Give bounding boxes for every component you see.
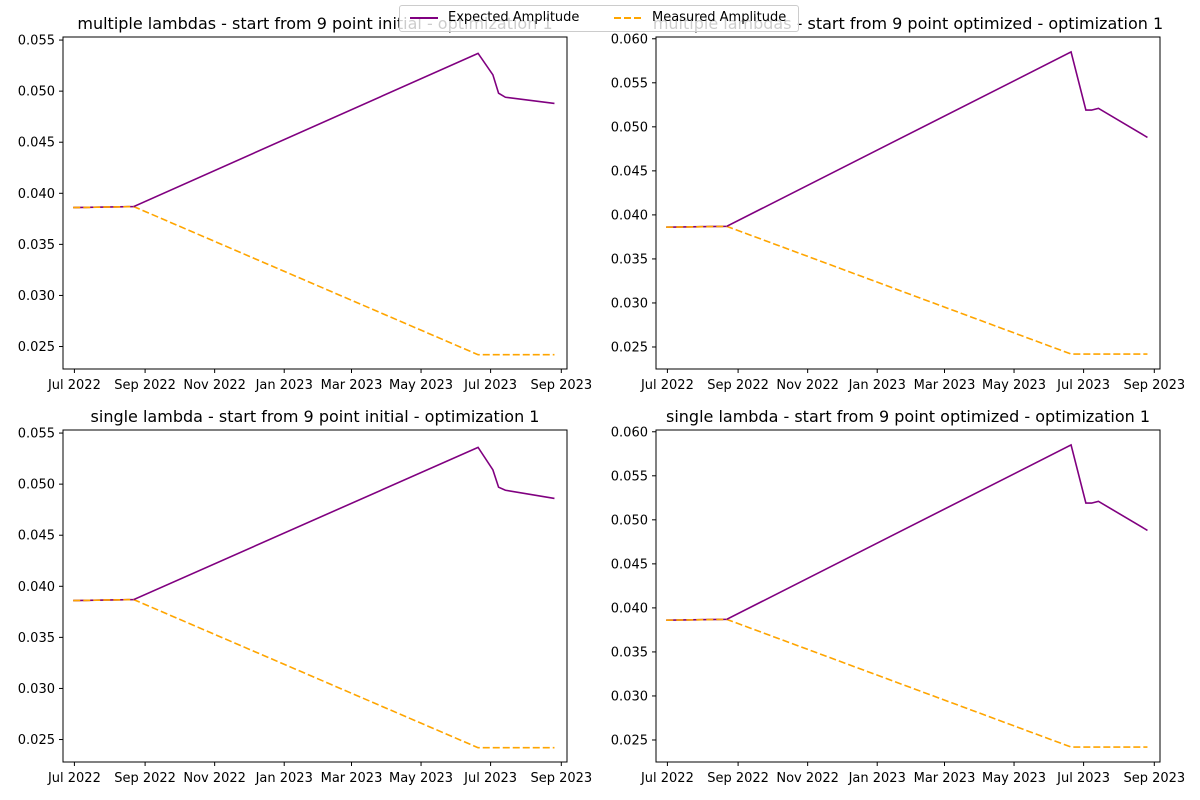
axes-frame: [62, 429, 568, 763]
legend-entry-measured: Measured Amplitude: [614, 10, 786, 25]
x-tick-label: Sep 2023: [1123, 771, 1185, 786]
y-tick-label: 0.055: [18, 427, 55, 442]
x-tick-label: Jul 2023: [1056, 378, 1110, 393]
y-tick-label: 0.045: [611, 557, 648, 572]
y-tick-label: 0.040: [18, 187, 55, 202]
x-tick-label: Jul 2022: [640, 378, 694, 393]
x-tick-label: Jul 2022: [640, 771, 694, 786]
x-tick-label: Mar 2023: [321, 378, 383, 393]
x-tick-label: Jan 2023: [848, 771, 906, 786]
y-tick-label: 0.045: [611, 164, 648, 179]
chart-title: single lambda - start from 9 point optim…: [666, 407, 1150, 426]
x-tick-label: Nov 2022: [776, 378, 839, 393]
y-tick-label: 0.040: [611, 601, 648, 616]
x-tick-label: Nov 2022: [183, 378, 246, 393]
y-tick-label: 0.060: [611, 425, 648, 440]
legend: Expected Amplitude Measured Amplitude: [399, 5, 799, 32]
y-tick-label: 0.035: [18, 238, 55, 253]
y-tick-label: 0.030: [18, 289, 55, 304]
legend-label-expected: Expected Amplitude: [448, 10, 580, 25]
x-tick-label: Sep 2022: [707, 771, 769, 786]
x-tick-label: Mar 2023: [914, 378, 976, 393]
legend-entry-expected: Expected Amplitude: [410, 10, 579, 25]
axes-frame: [62, 36, 568, 370]
y-tick-label: 0.025: [611, 733, 648, 748]
x-tick-label: Nov 2022: [183, 771, 246, 786]
y-tick-label: 0.040: [18, 580, 55, 595]
y-tick-label: 0.050: [18, 478, 55, 493]
x-tick-label: Jan 2023: [848, 378, 906, 393]
x-tick-label: Sep 2023: [1123, 378, 1185, 393]
y-tick-label: 0.035: [18, 631, 55, 646]
x-tick-label: Jul 2022: [47, 771, 101, 786]
x-tick-label: Sep 2023: [530, 771, 592, 786]
y-tick-label: 0.050: [611, 120, 648, 135]
x-tick-label: May 2023: [389, 378, 453, 393]
x-tick-label: Mar 2023: [321, 771, 383, 786]
legend-swatch-expected: [410, 16, 438, 19]
x-tick-label: Jul 2023: [463, 378, 517, 393]
x-tick-label: Jan 2023: [255, 378, 313, 393]
x-tick-label: Mar 2023: [914, 771, 976, 786]
x-tick-label: May 2023: [982, 771, 1046, 786]
y-tick-label: 0.035: [611, 645, 648, 660]
measured-amplitude-overlay-segment: [73, 205, 134, 209]
y-tick-label: 0.030: [18, 682, 55, 697]
x-tick-label: Sep 2022: [114, 771, 176, 786]
x-tick-label: Sep 2023: [530, 378, 592, 393]
y-tick-label: 0.055: [611, 76, 648, 91]
x-tick-label: Jul 2022: [47, 378, 101, 393]
measured-amplitude-overlay-segment: [73, 598, 134, 602]
axes-frame: [655, 36, 1161, 370]
x-tick-label: Jul 2023: [1056, 771, 1110, 786]
axes-frame: [655, 429, 1161, 763]
y-tick-label: 0.040: [611, 208, 648, 223]
measured-amplitude-overlay-segment: [666, 618, 727, 622]
y-tick-label: 0.050: [18, 85, 55, 100]
legend-swatch-measured: [614, 16, 642, 19]
y-tick-label: 0.035: [611, 252, 648, 267]
y-tick-label: 0.050: [611, 513, 648, 528]
x-tick-label: Nov 2022: [776, 771, 839, 786]
y-tick-label: 0.060: [611, 32, 648, 47]
y-tick-label: 0.045: [18, 136, 55, 151]
x-tick-label: Sep 2022: [114, 378, 176, 393]
x-tick-label: Jul 2023: [463, 771, 517, 786]
x-tick-label: Sep 2022: [707, 378, 769, 393]
x-tick-label: May 2023: [389, 771, 453, 786]
chart-title: single lambda - start from 9 point initi…: [91, 407, 540, 426]
panel-bottom-left: single lambda - start from 9 point initi…: [18, 407, 592, 786]
x-tick-label: May 2023: [982, 378, 1046, 393]
panel-top-left: multiple lambdas - start from 9 point in…: [18, 14, 592, 393]
y-tick-label: 0.055: [18, 34, 55, 49]
y-tick-label: 0.025: [611, 340, 648, 355]
y-tick-label: 0.045: [18, 529, 55, 544]
legend-label-measured: Measured Amplitude: [652, 10, 787, 25]
panel-bottom-right: single lambda - start from 9 point optim…: [611, 407, 1185, 786]
x-tick-label: Jan 2023: [255, 771, 313, 786]
y-tick-label: 0.025: [18, 733, 55, 748]
y-tick-label: 0.055: [611, 469, 648, 484]
measured-amplitude-overlay-segment: [666, 225, 727, 229]
y-tick-label: 0.025: [18, 340, 55, 355]
y-tick-label: 0.030: [611, 689, 648, 704]
y-tick-label: 0.030: [611, 296, 648, 311]
